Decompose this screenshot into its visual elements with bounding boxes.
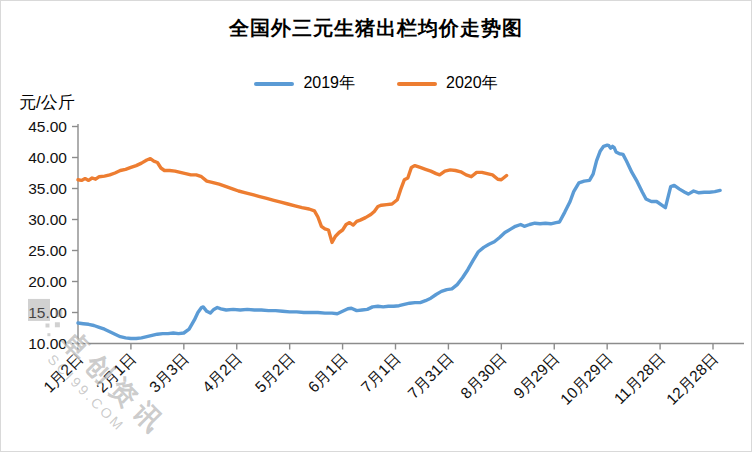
x-tick-label: 11月28日 — [611, 350, 669, 408]
x-tick-label: 7月31日 — [404, 350, 456, 402]
x-tick-label: 7月1日 — [357, 350, 403, 396]
y-tick-label: 35.00 — [28, 180, 67, 197]
y-tick-label: 10.00 — [28, 335, 67, 352]
x-tick-label: 1月2日 — [40, 350, 86, 396]
y-tick-label: 40.00 — [28, 149, 67, 166]
x-tick-label: 8月30日 — [457, 350, 509, 402]
price-trend-line-chart: 10.00 15.00 20.00 25.00 30.00 35.00 40.00 45.00… — [1, 1, 751, 451]
x-tick-label: 5月2日 — [252, 350, 298, 396]
y-tick-label: 30.00 — [28, 211, 67, 228]
series-line-2020年 — [78, 159, 507, 243]
series-line-2019年 — [78, 145, 720, 338]
x-tick-label: 12月28日 — [663, 350, 721, 408]
x-tick-label: 2月1日 — [93, 350, 139, 396]
y-tick-label: 15.00 — [28, 304, 67, 321]
y-tick-label: 25.00 — [28, 242, 67, 259]
x-tick-label: 6月1日 — [305, 350, 351, 396]
x-tick-label: 9月29日 — [510, 350, 562, 402]
y-tick-label: 45.00 — [28, 118, 67, 135]
x-tick-label: 3月3日 — [146, 350, 192, 396]
chart-frame: 全国外三元生猪出栏均价走势图 2019年 2020年 元/公斤 10.0015.… — [0, 0, 752, 452]
y-tick-label: 20.00 — [28, 273, 67, 290]
x-tick-label: 4月2日 — [199, 350, 245, 396]
x-tick-label: 10月29日 — [557, 350, 615, 408]
